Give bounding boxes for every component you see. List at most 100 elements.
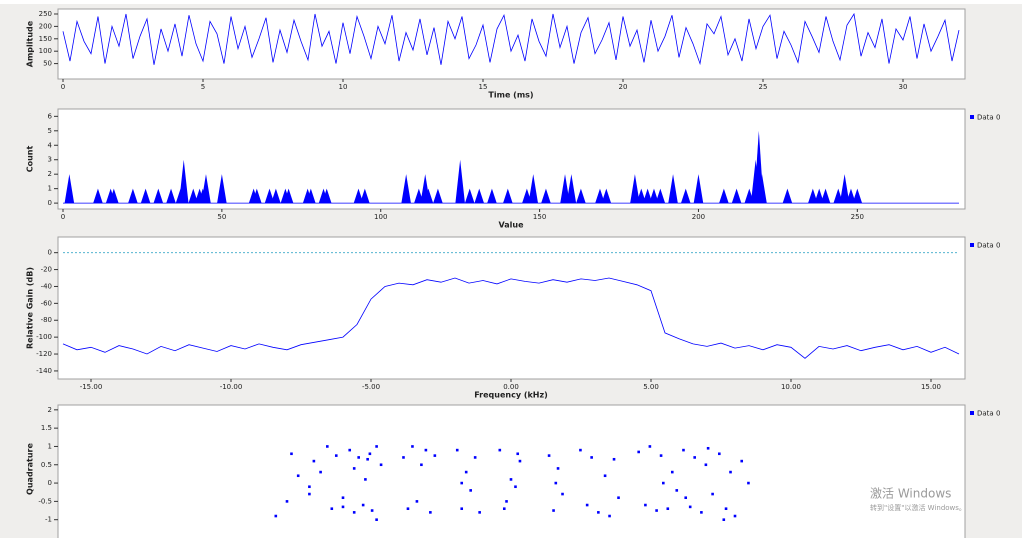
point: [352, 511, 356, 514]
x-tick-label: 0: [61, 83, 65, 91]
point: [670, 470, 674, 474]
point: [274, 514, 278, 518]
point: [556, 467, 560, 470]
x-tick-label: 250: [851, 213, 864, 221]
peak: [630, 174, 640, 204]
peak: [820, 188, 831, 204]
point: [368, 452, 372, 456]
point: [473, 456, 477, 459]
peak: [649, 188, 659, 204]
y-tick-label: -100: [36, 333, 52, 341]
legend-swatch: [970, 115, 974, 119]
point: [420, 463, 423, 467]
peak: [93, 188, 103, 204]
point: [514, 485, 517, 489]
point: [370, 509, 374, 512]
peak: [852, 188, 863, 204]
point: [429, 511, 432, 514]
y-tick-label: 0: [48, 479, 52, 487]
peak: [264, 188, 275, 204]
legend-label: Data 0: [977, 114, 1000, 122]
point: [341, 505, 345, 509]
point: [597, 511, 600, 514]
x-tick-label: 150: [533, 213, 546, 221]
y-tick-label: 50: [43, 60, 52, 68]
y-tick-label: -60: [41, 299, 52, 307]
peak: [839, 174, 850, 204]
point: [648, 445, 652, 448]
point: [406, 507, 410, 511]
point: [308, 485, 311, 489]
peak: [474, 188, 484, 204]
peak: [731, 188, 742, 204]
point: [352, 467, 356, 470]
y-tick-label: 1.5: [41, 424, 52, 432]
peak: [64, 174, 75, 204]
point: [364, 478, 367, 481]
point: [561, 492, 564, 496]
peak: [814, 188, 824, 204]
peak: [283, 188, 294, 204]
point: [357, 456, 360, 459]
peak: [668, 174, 678, 204]
point: [509, 478, 513, 481]
point: [554, 481, 558, 485]
point: [375, 445, 378, 448]
point: [547, 454, 551, 457]
y-tick-label: 200: [39, 22, 52, 30]
point: [478, 511, 481, 514]
point: [296, 474, 300, 478]
legend-label: Data 0: [977, 410, 1000, 418]
point: [718, 452, 721, 456]
point: [516, 452, 520, 456]
x-tick-label: 25: [759, 83, 768, 91]
peak: [128, 188, 138, 204]
y-tick-label: 0: [48, 249, 52, 257]
point: [361, 503, 365, 507]
y-tick-label: -140: [36, 367, 52, 375]
point: [612, 457, 616, 461]
y-axis-label: Count: [26, 146, 35, 173]
peak: [401, 174, 411, 204]
peak: [455, 159, 465, 204]
y-tick-label: 100: [39, 47, 52, 55]
y-tick-label: 2: [48, 406, 52, 414]
y-axis-label: Relative Gain (dB): [26, 267, 35, 349]
point: [675, 489, 679, 492]
point: [366, 457, 369, 461]
point: [290, 452, 293, 456]
y-tick-label: -0.5: [38, 497, 52, 505]
peak: [353, 188, 364, 204]
y-tick-label: 4: [48, 141, 53, 149]
y-axis-label: Amplitude: [26, 20, 35, 67]
x-axis-label: Time (ms): [488, 91, 533, 100]
point: [644, 503, 647, 507]
x-tick-label: 15: [479, 83, 488, 91]
y-tick-label: 0: [48, 199, 52, 207]
peak: [595, 188, 605, 204]
point: [552, 509, 555, 512]
peak: [423, 188, 434, 204]
x-tick-label: 100: [374, 213, 387, 221]
peak: [566, 174, 577, 204]
line: [62, 12, 960, 66]
point: [659, 454, 663, 457]
peak: [719, 188, 729, 204]
point: [724, 507, 728, 511]
peak: [503, 188, 513, 204]
y-tick-label: -80: [41, 316, 52, 324]
x-tick-label: 15.00: [921, 383, 941, 391]
x-tick-label: 5.00: [643, 383, 659, 391]
point: [312, 459, 316, 463]
point: [585, 503, 589, 507]
peak: [782, 188, 793, 204]
legend-swatch: [970, 243, 974, 247]
peak: [433, 188, 443, 204]
point: [608, 514, 611, 518]
point: [688, 505, 692, 509]
peak: [601, 188, 612, 204]
x-tick-label: 200: [692, 213, 705, 221]
peak: [808, 188, 818, 204]
x-tick-label: 30: [899, 83, 908, 91]
y-tick-label: -40: [41, 282, 52, 290]
